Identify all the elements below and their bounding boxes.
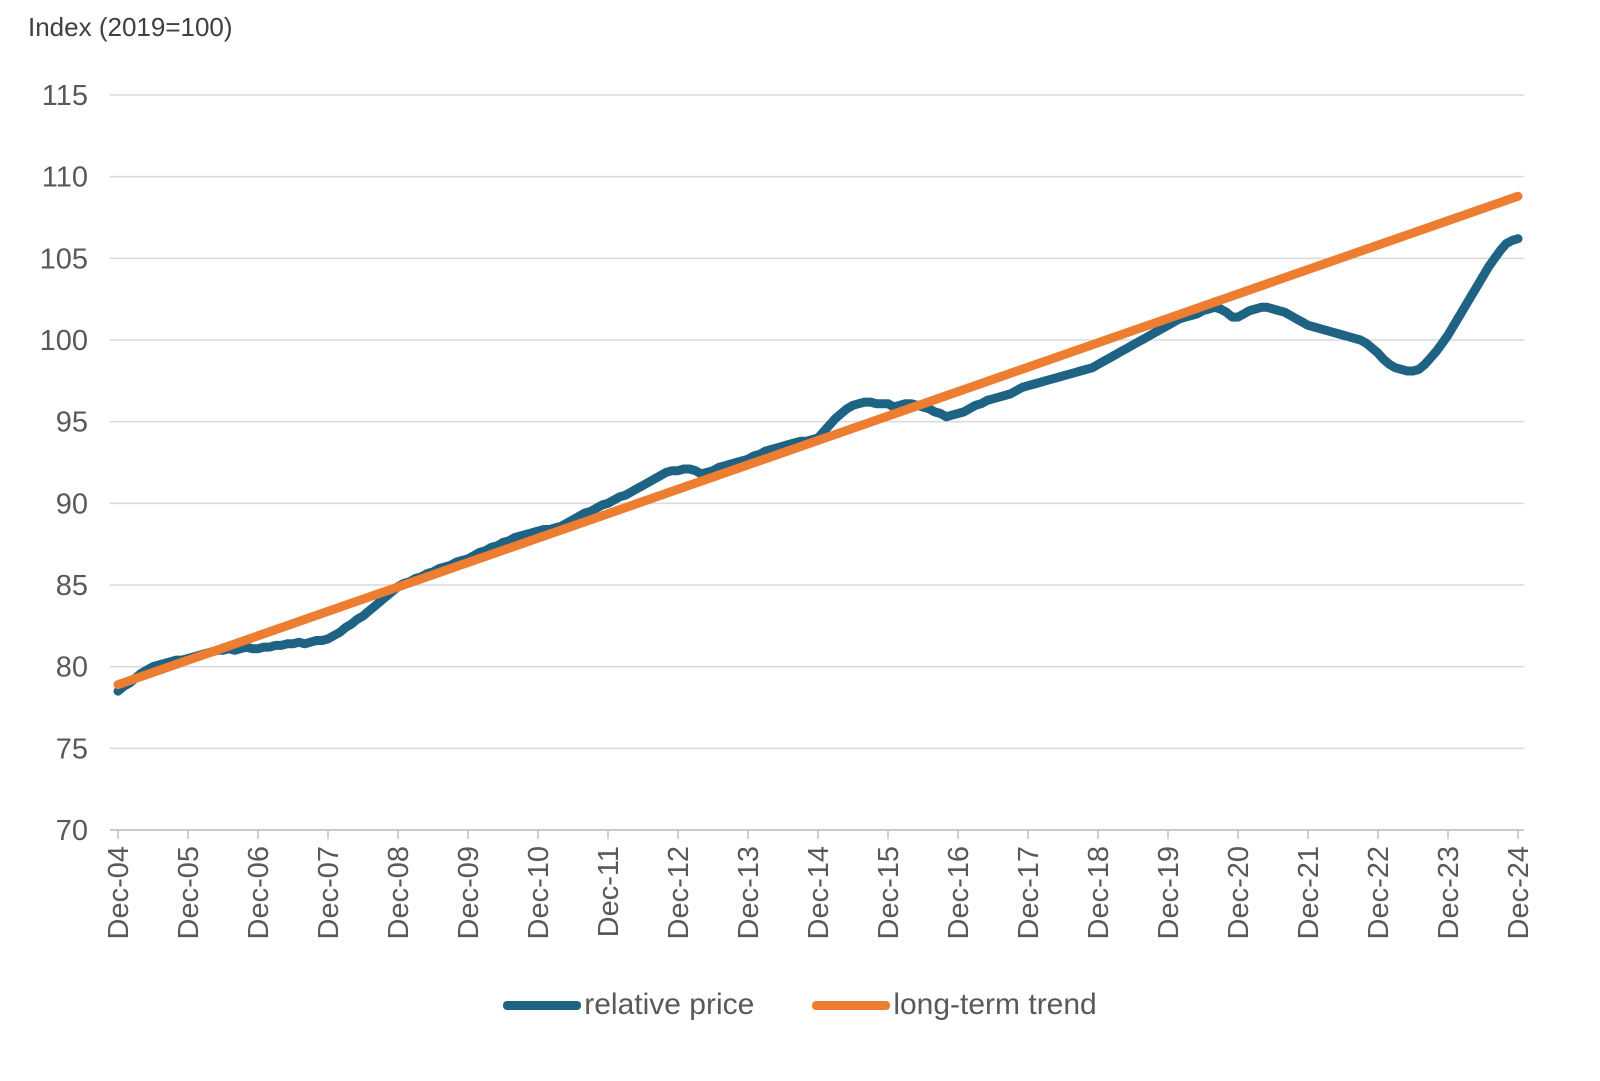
legend-label-relative-price: relative price bbox=[584, 988, 755, 1021]
x-tick-label: Dec-16 bbox=[943, 846, 975, 940]
x-tick-label: Dec-05 bbox=[173, 846, 205, 940]
x-tick-label: Dec-14 bbox=[803, 846, 835, 940]
x-tick-label: Dec-19 bbox=[1153, 846, 1185, 940]
long-term-trend-line bbox=[113, 191, 1523, 690]
x-tick-label: Dec-08 bbox=[383, 846, 415, 940]
x-tick-label: Dec-11 bbox=[593, 846, 625, 937]
y-tick-label: 110 bbox=[42, 162, 88, 194]
x-tick-label: Dec-24 bbox=[1503, 846, 1535, 940]
x-tick-label: Dec-12 bbox=[663, 846, 695, 940]
legend: relative price long-term trend bbox=[0, 988, 1600, 1022]
legend-item-relative-price[interactable]: relative price bbox=[503, 988, 754, 1022]
x-tick-label: Dec-17 bbox=[1013, 846, 1045, 940]
x-tick-label: Dec-04 bbox=[103, 846, 135, 940]
relative-price-line bbox=[113, 234, 1523, 696]
y-tick-label: 95 bbox=[56, 407, 88, 439]
long-term-trend-line-swatch bbox=[812, 1000, 891, 1010]
y-tick-label: 100 bbox=[40, 325, 88, 357]
legend-label-long-term-trend: long-term trend bbox=[893, 988, 1097, 1021]
y-tick-label: 105 bbox=[40, 243, 88, 275]
x-tick-label: Dec-09 bbox=[453, 846, 485, 940]
relative-price-line-swatch bbox=[503, 1000, 582, 1010]
y-tick-label: 75 bbox=[56, 733, 88, 765]
x-tick-label: Dec-23 bbox=[1433, 846, 1465, 940]
plot-area: 70 75 80 85 90 95 100 105 110 115 Dec-04 Dec-05 Dec-… bbox=[40, 80, 1535, 940]
legend-item-long-term-trend[interactable]: long-term trend bbox=[812, 988, 1097, 1022]
x-tick-label: Dec-18 bbox=[1083, 846, 1115, 940]
x-tick-label: Dec-20 bbox=[1223, 846, 1255, 940]
y-tick-label: 70 bbox=[56, 815, 88, 847]
y-tick-label: 90 bbox=[56, 488, 88, 520]
y-tick-label: 115 bbox=[42, 80, 88, 112]
x-tick-label: Dec-10 bbox=[523, 846, 555, 940]
y-tick-label: 80 bbox=[56, 652, 88, 684]
x-tick-label: Dec-07 bbox=[313, 846, 345, 940]
x-tick-label: Dec-06 bbox=[243, 846, 275, 940]
x-tick-label: Dec-13 bbox=[733, 846, 765, 940]
y-tick-label: 85 bbox=[56, 570, 88, 602]
chart-title: Index (2019=100) bbox=[28, 12, 233, 42]
x-tick-label: Dec-22 bbox=[1363, 846, 1395, 940]
x-tick-label: Dec-21 bbox=[1293, 846, 1325, 940]
x-tick-label: Dec-15 bbox=[873, 846, 905, 940]
